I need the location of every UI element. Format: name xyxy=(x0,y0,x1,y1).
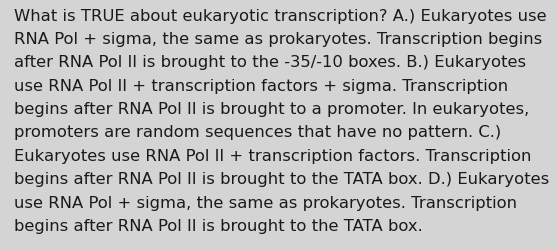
Text: RNA Pol + sigma, the same as prokaryotes. Transcription begins: RNA Pol + sigma, the same as prokaryotes… xyxy=(14,32,542,47)
Text: What is TRUE about eukaryotic transcription? A.) Eukaryotes use: What is TRUE about eukaryotic transcript… xyxy=(14,9,547,24)
Text: use RNA Pol II + transcription factors + sigma. Transcription: use RNA Pol II + transcription factors +… xyxy=(14,78,508,94)
Text: use RNA Pol + sigma, the same as prokaryotes. Transcription: use RNA Pol + sigma, the same as prokary… xyxy=(14,195,517,210)
Text: begins after RNA Pol II is brought to the TATA box. D.) Eukaryotes: begins after RNA Pol II is brought to th… xyxy=(14,172,549,186)
Text: after RNA Pol II is brought to the -35/-10 boxes. B.) Eukaryotes: after RNA Pol II is brought to the -35/-… xyxy=(14,55,526,70)
Text: promoters are random sequences that have no pattern. C.): promoters are random sequences that have… xyxy=(14,125,501,140)
Text: Eukaryotes use RNA Pol II + transcription factors. Transcription: Eukaryotes use RNA Pol II + transcriptio… xyxy=(14,148,531,163)
Text: begins after RNA Pol II is brought to a promoter. In eukaryotes,: begins after RNA Pol II is brought to a … xyxy=(14,102,529,117)
Text: begins after RNA Pol II is brought to the TATA box.: begins after RNA Pol II is brought to th… xyxy=(14,218,423,233)
